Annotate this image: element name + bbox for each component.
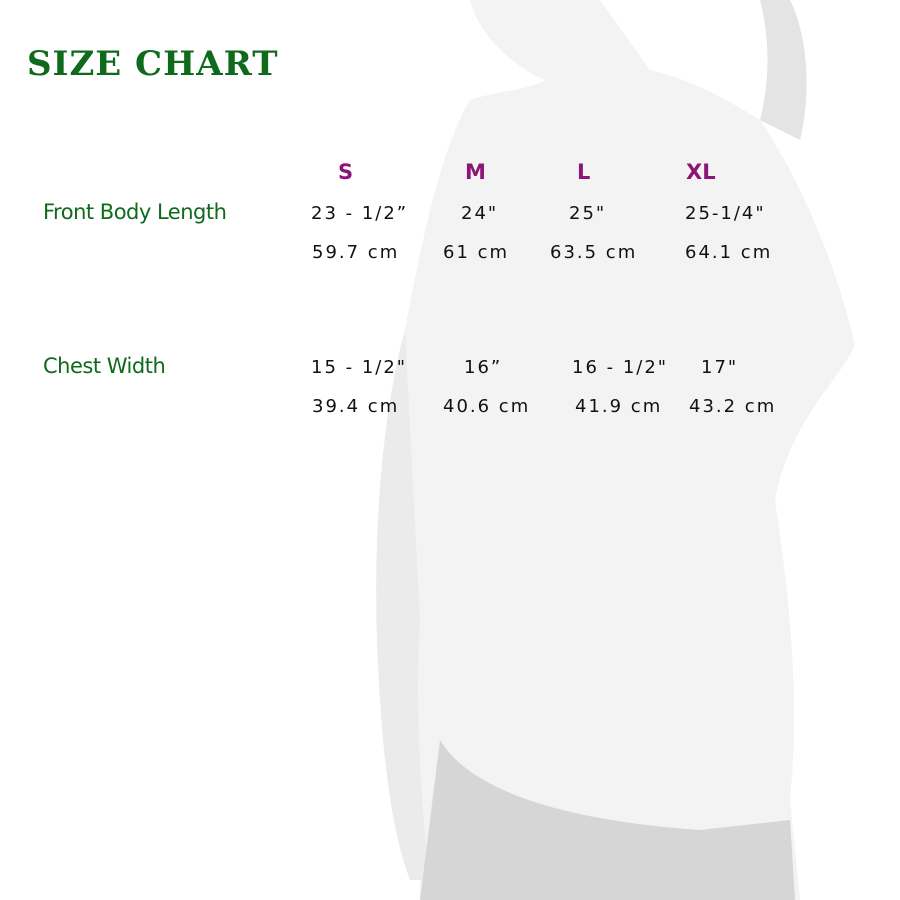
value-cm: 63.5 cm (550, 242, 638, 263)
value-inches: 25-1/4" (685, 203, 766, 224)
size-header-s: S (338, 160, 354, 184)
value-cm: 43.2 cm (689, 396, 777, 417)
value-inches: 25" (569, 203, 607, 224)
value-cm: 64.1 cm (685, 242, 773, 263)
row-label-chest-width: Chest Width (43, 354, 166, 378)
value-inches: 23 - 1/2” (311, 203, 409, 224)
value-inches: 16” (464, 357, 503, 378)
size-chart-title: SIZE CHART (27, 44, 279, 84)
size-header-xl: XL (686, 160, 716, 184)
size-header-l: L (577, 160, 591, 184)
value-cm: 61 cm (443, 242, 510, 263)
row-label-front-body-length: Front Body Length (43, 200, 227, 224)
value-inches: 16 - 1/2" (572, 357, 669, 378)
value-inches: 15 - 1/2" (311, 357, 408, 378)
value-inches: 24" (461, 203, 499, 224)
value-cm: 41.9 cm (575, 396, 663, 417)
value-cm: 40.6 cm (443, 396, 531, 417)
size-header-m: M (465, 160, 486, 184)
value-cm: 59.7 cm (312, 242, 400, 263)
value-cm: 39.4 cm (312, 396, 400, 417)
value-inches: 17" (701, 357, 739, 378)
